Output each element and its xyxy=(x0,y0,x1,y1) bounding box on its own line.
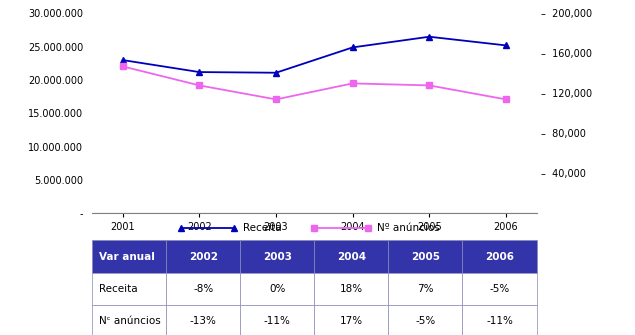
Receita xyxy=(349,45,356,49)
Nº anúncios xyxy=(349,81,356,85)
Line: Receita: Receita xyxy=(119,33,509,76)
Receita xyxy=(196,70,203,74)
Receita xyxy=(119,58,126,62)
Receita xyxy=(272,71,280,75)
Line: Nº anúncios: Nº anúncios xyxy=(120,64,509,102)
Nº anúncios xyxy=(425,83,433,87)
Receita xyxy=(425,35,433,39)
Nº anúncios xyxy=(272,97,280,102)
Nº anúncios xyxy=(119,64,126,68)
Nº anúncios xyxy=(196,83,203,87)
Text: Nº anúncios: Nº anúncios xyxy=(377,223,439,233)
Text: Receita: Receita xyxy=(243,223,282,233)
Receita xyxy=(502,44,510,48)
Nº anúncios xyxy=(502,97,510,102)
